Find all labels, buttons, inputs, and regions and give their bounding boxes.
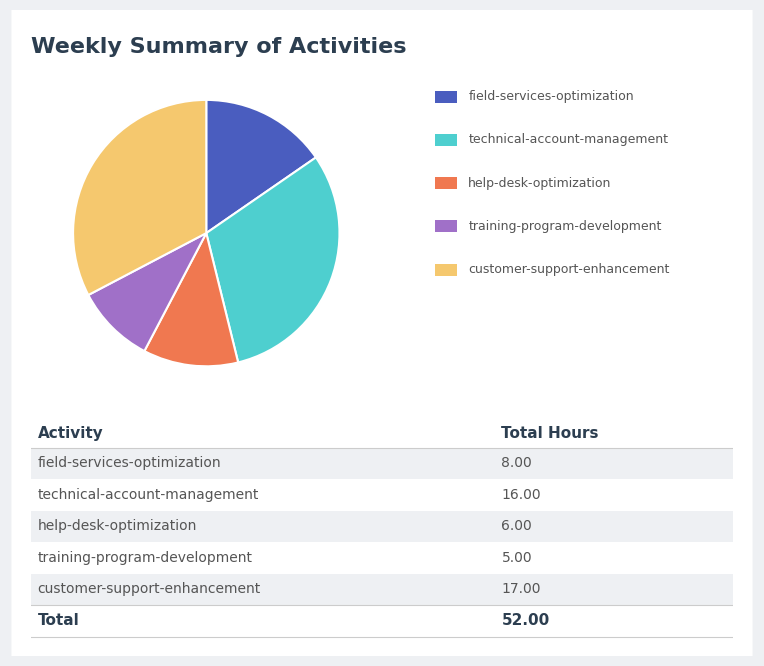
Bar bbox=[31, 511, 733, 542]
Wedge shape bbox=[89, 233, 206, 351]
Text: 17.00: 17.00 bbox=[501, 582, 541, 596]
Text: help-desk-optimization: help-desk-optimization bbox=[37, 519, 197, 533]
Text: Total: Total bbox=[37, 613, 79, 628]
Wedge shape bbox=[73, 100, 206, 295]
Bar bbox=[31, 542, 733, 573]
Text: help-desk-optimization: help-desk-optimization bbox=[468, 176, 612, 190]
Bar bbox=[31, 480, 733, 511]
Text: 5.00: 5.00 bbox=[501, 551, 532, 565]
Text: Weekly Summary of Activities: Weekly Summary of Activities bbox=[31, 37, 406, 57]
Bar bbox=[31, 448, 733, 480]
Text: 8.00: 8.00 bbox=[501, 456, 533, 470]
Wedge shape bbox=[144, 233, 238, 366]
Text: field-services-optimization: field-services-optimization bbox=[37, 456, 222, 470]
Text: technical-account-management: technical-account-management bbox=[37, 488, 259, 502]
Wedge shape bbox=[206, 100, 316, 233]
Bar bbox=[31, 573, 733, 605]
Text: customer-support-enhancement: customer-support-enhancement bbox=[468, 263, 670, 276]
Text: Activity: Activity bbox=[37, 426, 103, 441]
Text: 52.00: 52.00 bbox=[501, 613, 550, 628]
Text: training-program-development: training-program-development bbox=[468, 220, 662, 233]
Text: 16.00: 16.00 bbox=[501, 488, 541, 502]
Text: customer-support-enhancement: customer-support-enhancement bbox=[37, 582, 261, 596]
Text: training-program-development: training-program-development bbox=[37, 551, 253, 565]
Wedge shape bbox=[206, 157, 339, 362]
Text: field-services-optimization: field-services-optimization bbox=[468, 90, 634, 103]
Text: technical-account-management: technical-account-management bbox=[468, 133, 668, 147]
Text: 6.00: 6.00 bbox=[501, 519, 533, 533]
Text: Total Hours: Total Hours bbox=[501, 426, 599, 441]
